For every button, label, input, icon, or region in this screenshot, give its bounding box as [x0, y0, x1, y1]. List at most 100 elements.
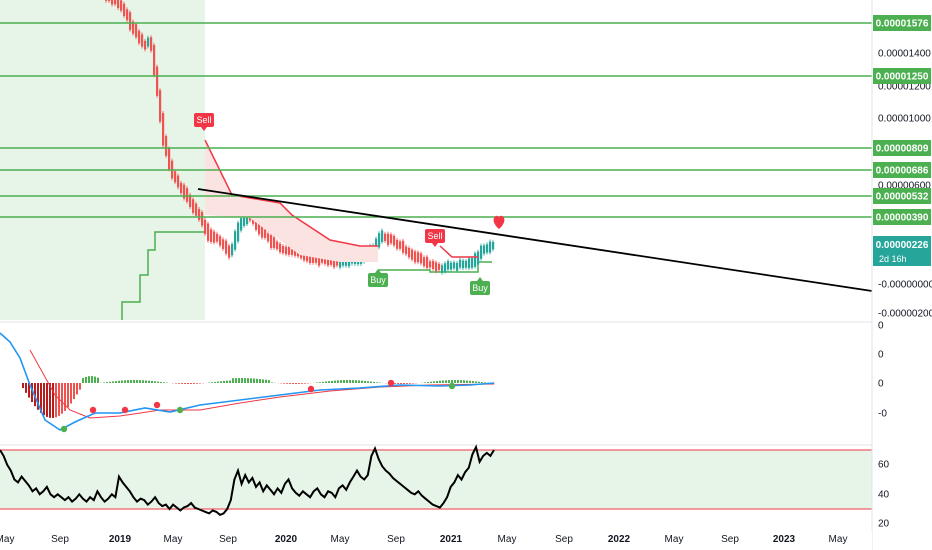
macd-hist-bar — [151, 380, 153, 383]
candle-body — [303, 252, 306, 261]
macd-tick-label: 0 — [878, 321, 884, 332]
macd-hist-bar — [367, 381, 369, 383]
macd-hist-bar — [304, 383, 306, 384]
rsi-tick-label: 60 — [878, 460, 890, 471]
level-tag-label: 0.00000686 — [876, 166, 929, 177]
candle-body — [405, 246, 408, 255]
candle-body — [474, 253, 477, 267]
candle-body — [168, 148, 171, 170]
macd-hist-bar — [259, 379, 261, 383]
candle-body — [417, 252, 420, 263]
macd-hist-bar — [409, 383, 411, 384]
price-tick-label: 0.00001200 — [878, 82, 931, 93]
macd-cross-dot — [448, 382, 456, 390]
macd-cross-dot — [60, 425, 68, 433]
macd-hist-bar — [328, 381, 330, 383]
candle-body — [480, 245, 483, 259]
macd-hist-bar — [148, 380, 150, 383]
macd-hist-bar — [427, 382, 429, 383]
candle-body — [465, 260, 468, 268]
macd-hist-bar — [292, 383, 294, 384]
candle-body — [291, 249, 294, 255]
macd-hist-bar — [55, 383, 57, 418]
level-tag — [873, 15, 931, 31]
candles — [105, 0, 495, 275]
macd-hist-bar — [94, 376, 96, 383]
candle-body — [162, 113, 165, 146]
macd-hist-bar — [346, 380, 348, 383]
candle-body — [264, 229, 267, 238]
macd-hist-bar — [262, 379, 264, 383]
macd-hist-bar — [121, 380, 123, 383]
sell-signal: Sell — [425, 229, 445, 247]
macd-hist-bar — [31, 383, 33, 403]
x-tick-label: 2023 — [773, 534, 796, 545]
macd-hist-bar — [127, 380, 129, 383]
macd-hist-bar — [286, 383, 288, 384]
macd-hist-bar — [91, 376, 93, 383]
candle-body — [393, 235, 396, 246]
macd-hist-bar — [478, 381, 480, 383]
macd-hist-bar — [355, 380, 357, 383]
candle-body — [294, 248, 297, 256]
candle-body — [117, 0, 120, 8]
candle-body — [177, 175, 180, 188]
macd-hist-bar — [139, 380, 141, 383]
level-tag — [873, 140, 931, 156]
candle-body — [336, 257, 339, 266]
candle-body — [129, 12, 132, 30]
candle-body — [225, 240, 228, 254]
macd-hist-bar — [244, 378, 246, 383]
macd-hist-bar — [199, 383, 201, 384]
time-axis[interactable]: May Sep 2019 May Sep 2020 May Sep 2021 May Sep 2022… — [0, 531, 872, 550]
x-tick-label: Sep — [219, 534, 237, 545]
signal-badge — [470, 281, 490, 295]
macd-hist-bar — [451, 380, 453, 383]
macd-hist-bar — [190, 383, 192, 384]
candle-body — [276, 241, 279, 250]
candle-body — [207, 223, 210, 241]
macd-panel — [0, 332, 495, 433]
candle-body — [420, 253, 423, 264]
macd-tick-label: -0 — [878, 409, 887, 420]
macd-hist-bar — [361, 380, 363, 383]
macd-hist-bar — [454, 380, 456, 383]
stop-line-path — [121, 231, 205, 320]
candle-body — [486, 244, 489, 253]
candle-body — [153, 44, 156, 76]
candle-body — [126, 9, 129, 21]
buy-signal: Buy — [368, 269, 388, 287]
macd-hist-bar — [334, 380, 336, 383]
macd-hist-bar — [163, 382, 165, 383]
macd-hist-bar — [211, 382, 213, 383]
macd-tick-label: 0 — [878, 379, 884, 390]
macd-hist-bar — [145, 380, 147, 383]
sell-zone-fill — [205, 140, 378, 262]
macd-hist-bar — [178, 383, 180, 384]
candle-body — [432, 260, 435, 270]
candle-body — [111, 0, 114, 5]
macd-hist-bar — [484, 382, 486, 383]
candle-body — [270, 235, 273, 249]
candle-body — [240, 218, 243, 231]
current-price-box — [873, 236, 931, 266]
macd-hist-bar — [271, 382, 273, 383]
x-tick-label: Sep — [51, 534, 69, 545]
macd-hist-bar — [25, 383, 27, 393]
candle-body — [384, 233, 387, 241]
macd-cross-dot — [153, 401, 161, 409]
trendline[interactable] — [197, 188, 873, 292]
signal-label: Buy — [472, 283, 488, 293]
price-axis[interactable]: 0.00001400 0.00001200 0.00001000 0.00000600… — [871, 0, 932, 550]
macd-cross-dot — [89, 406, 97, 414]
macd-hist-bar — [256, 378, 258, 383]
rsi-tick-label: 20 — [878, 519, 890, 530]
candle-body — [402, 240, 405, 253]
candle-body — [267, 233, 270, 242]
candle-body — [315, 255, 318, 263]
macd-hist-bar — [343, 380, 345, 383]
level-tag — [873, 209, 931, 225]
macd-hist-bar — [376, 382, 378, 383]
candle-body — [459, 259, 462, 268]
